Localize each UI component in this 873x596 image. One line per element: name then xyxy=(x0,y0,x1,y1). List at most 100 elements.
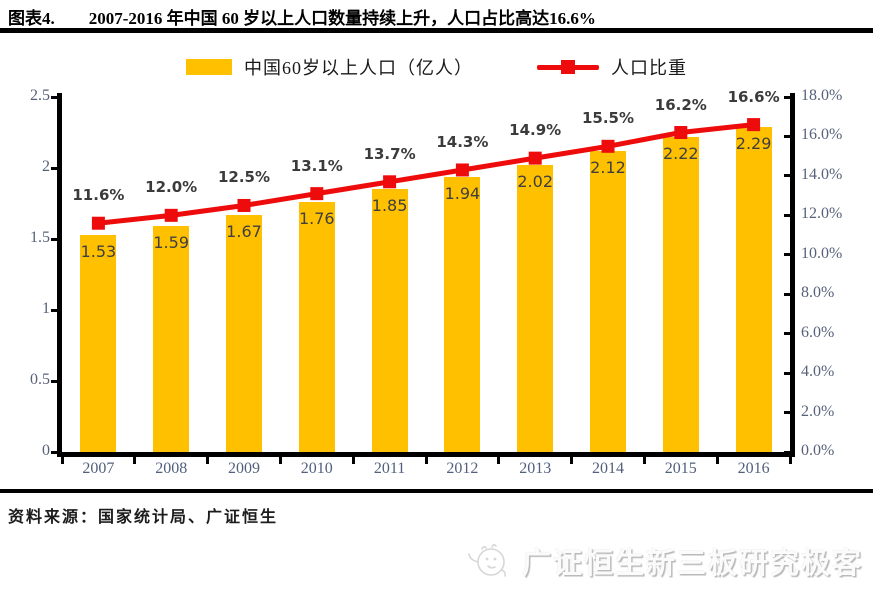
bar-value-label: 2.12 xyxy=(590,157,626,177)
x-axis-category-label: 2008 xyxy=(155,460,188,477)
x-axis-line xyxy=(57,452,795,457)
ratio-value-label: 13.7% xyxy=(363,144,416,163)
bar-value-label: 1.53 xyxy=(80,241,117,261)
figure-title: 2007-2016 年中国 60 岁以上人口数量持续上升，人口占比高达16.6% xyxy=(88,9,596,28)
x-axis-category-label: 2013 xyxy=(519,460,552,477)
right-axis-tick xyxy=(784,371,790,375)
bar-value-label: 1.76 xyxy=(298,209,335,229)
legend-item-line: 人口比重 xyxy=(537,54,687,80)
x-axis-tick xyxy=(60,457,64,464)
bar-value-label: 1.59 xyxy=(153,233,189,253)
bar xyxy=(371,189,408,452)
ratio-value-label: 12.5% xyxy=(217,168,271,187)
ratio-line-marker xyxy=(674,126,688,139)
right-axis-tick-label: 8.0% xyxy=(801,284,835,302)
source-note: 资料来源：国家统计局、广证恒生 xyxy=(8,509,279,526)
line-swatch-marker xyxy=(561,60,575,74)
right-axis-tick xyxy=(784,292,790,296)
ratio-line-marker xyxy=(601,139,615,153)
left-axis-tick-label: 0 xyxy=(42,442,50,459)
ratio-value-label: 12.0% xyxy=(145,178,198,197)
x-axis-tick xyxy=(788,457,792,464)
right-axis-labels: 0.0% 2.0% 4.0% 6.0% 8.0% 10.0% 12.0% 14.0% 16.0%… xyxy=(801,87,871,459)
x-axis-category-label: 2015 xyxy=(664,460,697,477)
ratio-value-label: 15.5% xyxy=(581,109,635,128)
left-axis-tick xyxy=(51,379,57,383)
ratio-line-series xyxy=(91,118,761,230)
x-axis-category-label: 2009 xyxy=(227,460,260,477)
x-axis-tick xyxy=(715,457,719,464)
right-axis-line xyxy=(790,93,795,457)
bar xyxy=(735,126,772,452)
right-axis-tick-label: 12.0% xyxy=(801,205,843,223)
left-axis-tick xyxy=(51,237,57,241)
ratio-value-label: 11.6% xyxy=(72,186,125,205)
right-axis-tick-label: 16.0% xyxy=(801,126,843,144)
legend-line-label: 人口比重 xyxy=(611,58,687,78)
ratio-line-marker xyxy=(91,216,105,230)
plot-area: 1.53 1.59 1.67 1.76 1.85 1.94 2.02 2.12 2.22 2.29… xyxy=(51,88,795,464)
right-axis-tick-label: 14.0% xyxy=(801,165,843,183)
bar xyxy=(444,176,481,452)
header-divider xyxy=(0,28,873,33)
left-axis-tick-label: 0.5 xyxy=(30,371,50,388)
x-axis-category-label: 2010 xyxy=(300,460,333,477)
bar-value-label: 2.22 xyxy=(662,143,699,163)
x-axis-tick xyxy=(424,457,428,464)
right-axis-tick xyxy=(784,174,790,178)
right-axis-tick xyxy=(784,213,790,217)
ratio-line-marker xyxy=(383,175,397,189)
right-axis-tick-label: 10.0% xyxy=(801,244,843,262)
ratio-value-label: 14.9% xyxy=(509,121,562,140)
bar-series-swatch-icon xyxy=(186,59,232,75)
x-axis-category-label: 2016 xyxy=(737,460,770,477)
watermark-logo-icon xyxy=(468,543,506,577)
ratio-line-marker xyxy=(310,187,324,201)
x-axis-category-label: 2011 xyxy=(373,460,406,477)
x-axis-tick xyxy=(351,457,355,464)
right-axis-tick xyxy=(784,450,790,454)
right-axis-tick xyxy=(784,411,790,415)
left-axis-tick xyxy=(51,450,57,454)
bar xyxy=(517,165,554,452)
figure-header: 图表4. 2007-2016 年中国 60 岁以上人口数量持续上升，人口占比高达1… xyxy=(8,4,865,29)
right-axis-tick xyxy=(784,134,790,138)
left-axis-labels: 0 0.5 1 1.5 2 2.5 xyxy=(0,87,50,459)
x-axis-tick xyxy=(278,457,282,464)
legend-item-bars: 中国60岁以上人口（亿人） xyxy=(186,54,473,80)
bar xyxy=(80,234,117,452)
ratio-line-marker xyxy=(455,163,469,177)
bar xyxy=(153,226,190,452)
x-axis-category-label: 2007 xyxy=(82,460,115,477)
ratio-value-label: 14.3% xyxy=(436,132,489,151)
legend-bar-label: 中国60岁以上人口（亿人） xyxy=(244,58,473,78)
x-axis-category-label: 2012 xyxy=(446,460,479,477)
x-axis-category-label: 2014 xyxy=(591,460,624,477)
ratio-line-marker xyxy=(164,208,178,222)
x-axis-tick xyxy=(133,457,137,464)
left-axis-line xyxy=(57,93,62,457)
bar xyxy=(226,214,262,452)
bar xyxy=(590,150,626,452)
ratio-line-marker xyxy=(237,198,251,212)
right-axis-tick-label: 2.0% xyxy=(801,402,835,420)
figure-number: 图表4. xyxy=(8,9,55,28)
bar-value-label: 1.67 xyxy=(226,221,262,241)
x-axis-tick xyxy=(497,457,501,464)
x-axis-tick xyxy=(642,457,646,464)
ratio-line-marker xyxy=(747,118,761,132)
watermark: 广证恒生新三板研究极客 xyxy=(466,540,863,582)
ratio-value-label: 16.2% xyxy=(654,95,707,114)
left-axis-tick xyxy=(51,166,57,170)
watermark-text: 广证恒生新三板研究极客 xyxy=(521,548,863,580)
x-axis-tick xyxy=(206,457,210,464)
x-axis-tick xyxy=(570,457,574,464)
bar-value-label: 1.85 xyxy=(371,196,408,216)
right-axis-tick xyxy=(784,253,790,257)
ratio-value-label: 13.1% xyxy=(290,156,343,175)
left-axis-tick xyxy=(51,308,57,312)
line-series-swatch-icon xyxy=(537,60,599,74)
right-axis-tick-label: 18.0% xyxy=(801,87,843,104)
bar xyxy=(662,136,699,452)
